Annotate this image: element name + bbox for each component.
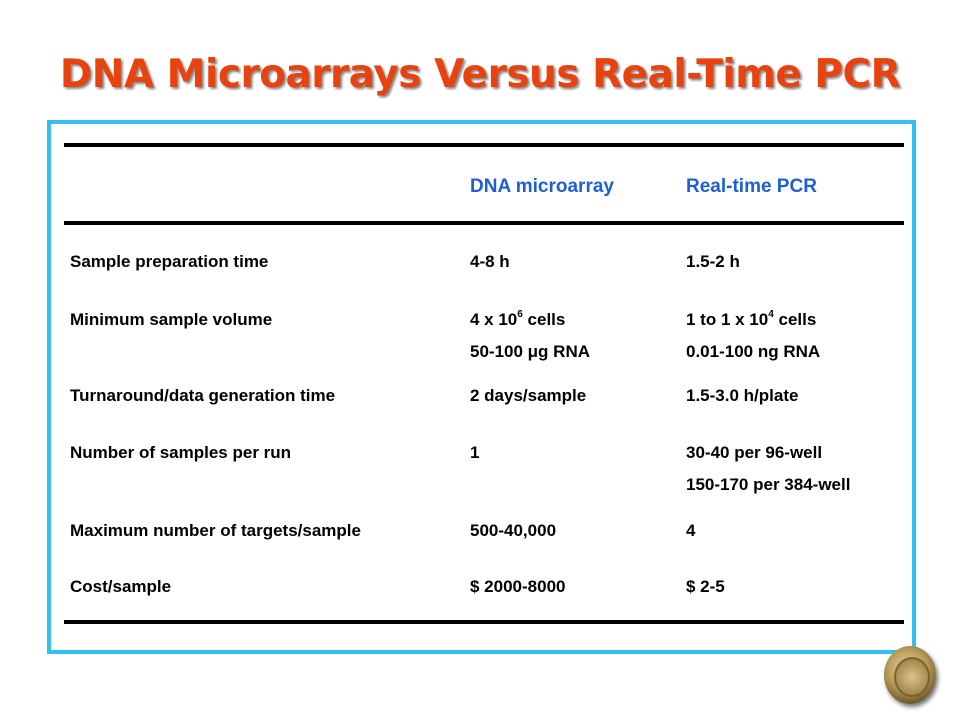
row-label: Minimum sample volume <box>70 310 273 329</box>
row-label: Maximum number of targets/sample <box>70 521 361 540</box>
microarray-value: 500-40,000 <box>470 521 557 540</box>
pcr-value-2: 150-170 per 384-well <box>686 475 851 494</box>
pcr-value: 4 <box>686 521 696 540</box>
pcr-value: 1 to 1 x 104 cells <box>686 309 817 329</box>
microarray-value-2: 50-100 μg RNA <box>470 342 590 361</box>
table-header-rule <box>64 221 904 225</box>
row-label: Number of samples per run <box>70 443 292 462</box>
row-label: Sample preparation time <box>70 252 269 271</box>
table-frame <box>47 120 916 654</box>
row-label: Cost/sample <box>70 577 172 596</box>
pcr-value: 1.5-3.0 h/plate <box>686 386 799 405</box>
pcr-value: 30-40 per 96-well <box>686 443 823 462</box>
row-label: Turnaround/data generation time <box>70 386 336 405</box>
microarray-value: 4 x 106 cells <box>470 309 566 329</box>
table-bottom-rule <box>64 620 904 624</box>
university-seal-icon <box>884 646 936 704</box>
page-title: DNA Microarrays Versus Real-Time PCR <box>59 52 901 97</box>
pcr-value: 1.5-2 h <box>686 252 740 271</box>
column-header-pcr: Real-time PCR <box>686 176 817 197</box>
column-header-microarray: DNA microarray <box>470 176 614 197</box>
microarray-value: 1 <box>470 443 480 462</box>
pcr-value-2: 0.01-100 ng RNA <box>686 342 821 361</box>
microarray-value: 2 days/sample <box>470 386 587 405</box>
microarray-value: 4-8 h <box>470 252 510 271</box>
pcr-value: $ 2-5 <box>686 577 725 596</box>
table-top-rule <box>64 143 904 147</box>
microarray-value: $ 2000-8000 <box>470 577 566 596</box>
